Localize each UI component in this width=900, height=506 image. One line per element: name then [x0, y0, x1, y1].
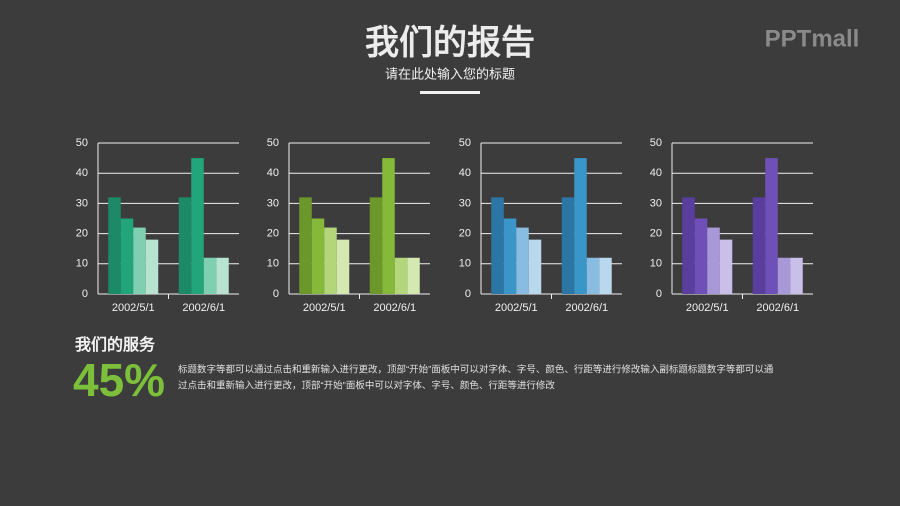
service-title: 我们的服务	[75, 335, 156, 354]
y-tick-label: 0	[82, 288, 88, 300]
x-tick-label: 2002/6/1	[373, 302, 416, 314]
y-tick-label: 20	[76, 228, 88, 240]
subtitle: 请在此处输入您的标题	[385, 66, 515, 81]
bar	[191, 158, 204, 294]
bar	[574, 158, 587, 294]
x-tick-label: 2002/5/1	[303, 302, 346, 314]
y-tick-label: 40	[76, 167, 88, 179]
y-tick-label: 20	[459, 228, 471, 240]
x-tick-label: 2002/6/1	[565, 302, 608, 314]
bar	[178, 197, 192, 294]
bar	[516, 227, 529, 294]
bar	[777, 257, 791, 294]
bar	[299, 197, 312, 294]
y-tick-label: 10	[267, 258, 279, 270]
y-tick-label: 0	[273, 288, 279, 300]
bar	[216, 257, 229, 294]
y-tick-label: 30	[459, 197, 471, 209]
y-tick-label: 10	[76, 258, 88, 270]
bar	[120, 218, 134, 294]
y-tick-label: 40	[459, 167, 471, 179]
bar	[599, 257, 612, 294]
bar	[586, 257, 600, 294]
bar	[324, 227, 337, 294]
service-body-line: 标题数字等都可以通过点击和重新输入进行更改，顶部“开始”面板中可以对字体、字号、…	[178, 364, 774, 376]
x-tick-label: 2002/5/1	[495, 302, 538, 314]
bar	[369, 197, 383, 294]
y-tick-label: 30	[76, 197, 88, 209]
y-tick-label: 50	[650, 137, 662, 149]
service-body-line: 过点击和重新输入进行更改，顶部“开始”面板中可以对字体、字号、颜色、行距等进行修…	[178, 380, 555, 392]
bar	[682, 197, 695, 294]
y-tick-label: 40	[650, 167, 662, 179]
bar	[719, 239, 733, 294]
title-underline	[420, 91, 480, 94]
y-tick-label: 10	[650, 258, 662, 270]
service-percent: 45%	[73, 354, 165, 406]
bar	[336, 239, 350, 294]
y-tick-label: 50	[459, 137, 471, 149]
bar	[790, 257, 803, 294]
bar	[694, 218, 708, 294]
y-tick-label: 30	[650, 197, 662, 209]
y-tick-label: 50	[76, 137, 88, 149]
bar	[203, 257, 217, 294]
bar	[133, 227, 146, 294]
y-tick-label: 0	[656, 288, 662, 300]
x-tick-label: 2002/6/1	[182, 302, 225, 314]
y-tick-label: 30	[267, 197, 279, 209]
bar	[382, 158, 395, 294]
bar	[752, 197, 766, 294]
logo: PPTmall	[765, 25, 860, 52]
bar	[707, 227, 720, 294]
bar	[491, 197, 504, 294]
y-tick-label: 10	[459, 258, 471, 270]
x-tick-label: 2002/6/1	[756, 302, 799, 314]
bar	[108, 197, 121, 294]
y-tick-label: 20	[650, 228, 662, 240]
bar	[503, 218, 517, 294]
bar	[765, 158, 778, 294]
bar	[561, 197, 575, 294]
bar	[311, 218, 325, 294]
x-tick-label: 2002/5/1	[112, 302, 155, 314]
bar	[394, 257, 408, 294]
y-tick-label: 40	[267, 167, 279, 179]
bar	[407, 257, 420, 294]
bar	[145, 239, 159, 294]
bar	[528, 239, 542, 294]
title: 我们的报告	[365, 24, 535, 62]
y-tick-label: 50	[267, 137, 279, 149]
y-tick-label: 20	[267, 228, 279, 240]
x-tick-label: 2002/5/1	[686, 302, 729, 314]
y-tick-label: 0	[465, 288, 471, 300]
